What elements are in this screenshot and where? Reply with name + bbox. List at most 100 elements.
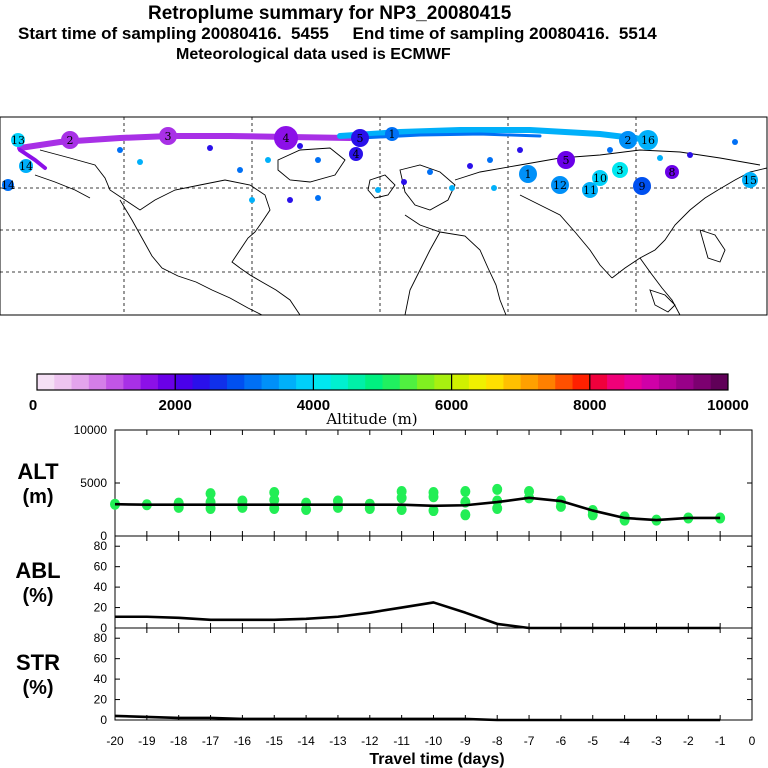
colorbar-cell [347, 374, 366, 390]
panel-label: ALT [17, 459, 59, 484]
colorbar-cell [296, 374, 314, 390]
y-tick-label: 40 [94, 580, 108, 594]
y-tick-label: 40 [94, 672, 108, 686]
colorbar-ticks: 0 2000 4000 6000 8000 10000 [29, 374, 749, 414]
y-tick-label: 5000 [80, 476, 107, 490]
plume-marker-label: 5 [357, 132, 364, 145]
plume-point [401, 179, 407, 185]
x-tick-label: -20 [106, 734, 124, 748]
x-tick-label: -12 [361, 734, 379, 748]
x-axis-label: Travel time (days) [369, 751, 504, 768]
x-tick-label: -17 [202, 734, 220, 748]
colorbar-cell [399, 374, 418, 390]
colorbar-cell [88, 374, 107, 390]
colorbar-tick-label: 10000 [707, 397, 749, 414]
plume-marker-label: 15 [743, 174, 757, 187]
panel-label: ABL [15, 558, 60, 583]
x-tick-label: -11 [393, 734, 410, 748]
colorbar-cell [555, 374, 574, 390]
colorbar-cell [676, 374, 694, 390]
altitude-point [205, 488, 216, 500]
colorbar-cell [537, 374, 556, 390]
plume-point [265, 157, 271, 163]
colorbar-cell [365, 374, 383, 390]
coastlines [34, 147, 768, 316]
panel-frame [114, 535, 753, 629]
panel-label: STR [16, 650, 60, 675]
plume-marker [385, 127, 399, 141]
panel-frame [114, 627, 753, 721]
plume-marker [274, 126, 298, 150]
plume-marker-label: 8 [669, 166, 676, 179]
altitude-point [428, 505, 439, 517]
panel-units: (%) [22, 585, 53, 607]
y-tick-label: 60 [94, 560, 108, 574]
colorbar-cell [417, 374, 435, 390]
plume-point [657, 155, 663, 161]
plume-marker-label: 4 [283, 132, 290, 145]
world-map: 13 2 3 4 5 1 14 15 16 10 12 11 9 8 1 14 5 3 4 2 [0, 116, 768, 316]
colorbar-cell [434, 374, 453, 390]
plume-point [315, 157, 321, 163]
plume-point [375, 187, 381, 193]
y-tick-label: 80 [94, 539, 108, 553]
colorbar-cell [607, 374, 625, 390]
panel-alt: 10000 5000 0 ALT(m) [17, 423, 753, 543]
y-tick-label: 0 [100, 621, 107, 635]
colorbar-cell [641, 374, 660, 390]
plume-point [315, 195, 321, 201]
plume-marker [519, 165, 537, 183]
altitude-point [428, 487, 439, 499]
x-tick-label: 0 [749, 734, 756, 748]
plume-point [687, 152, 693, 158]
plume-marker [159, 127, 177, 145]
plume-marker [557, 151, 575, 169]
panel-units: (m) [22, 486, 53, 508]
altitude-point [460, 509, 471, 521]
colorbar-cell [486, 374, 504, 390]
plume-marker-label: 11 [583, 184, 597, 197]
plume-marker-label: 12 [553, 179, 567, 192]
series-line-str [114, 714, 721, 722]
time-series-panels: 1000050000ALT(m)806040200ABL(%)806040200… [15, 423, 755, 768]
x-tick-label: -15 [266, 734, 284, 748]
plume-marker [11, 133, 25, 147]
x-tick-label: -3 [651, 734, 662, 748]
x-tick-label: -5 [587, 734, 598, 748]
colorbar-cell [658, 374, 677, 390]
colorbar-cell [693, 374, 712, 390]
colorbar-cell [71, 374, 90, 390]
y-tick-label: 10000 [74, 423, 108, 437]
altitude-point [269, 487, 280, 499]
altitude-point [492, 502, 503, 514]
plume-point [467, 163, 473, 169]
colorbar-cell [123, 374, 142, 390]
plume-marker-label: 1 [389, 128, 396, 141]
colorbar-cell [175, 374, 193, 390]
plume-point [487, 157, 493, 163]
colorbar-cell [451, 374, 470, 390]
colorbar-cell [140, 374, 159, 390]
plume-marker-label: 10 [593, 172, 607, 185]
colorbar-axis-label: Altitude (m) [325, 410, 417, 428]
colorbar-tick-label: 6000 [435, 397, 468, 414]
x-tick-label: -9 [460, 734, 471, 748]
x-tick-label: -13 [329, 734, 347, 748]
colorbar-cell [37, 374, 55, 390]
plume-marker-label: 14 [19, 160, 33, 173]
colorbar-cell [227, 374, 245, 390]
plume-markers: 13 2 3 4 5 1 14 15 16 10 12 11 9 8 1 14 5 3 4 2 [1, 126, 758, 203]
plume-point [287, 197, 293, 203]
colorbar-cell [710, 374, 729, 390]
plume-point [137, 159, 143, 165]
series-line-abl [115, 601, 721, 630]
altitude-point [301, 504, 312, 515]
plume-marker-label: 9 [639, 180, 646, 193]
plume-marker [638, 130, 658, 150]
plume-marker [551, 176, 569, 194]
plume-marker-label: 5 [563, 154, 570, 167]
x-tick-label: -6 [556, 734, 567, 748]
plume-marker [633, 177, 651, 195]
plume-marker [61, 131, 79, 149]
